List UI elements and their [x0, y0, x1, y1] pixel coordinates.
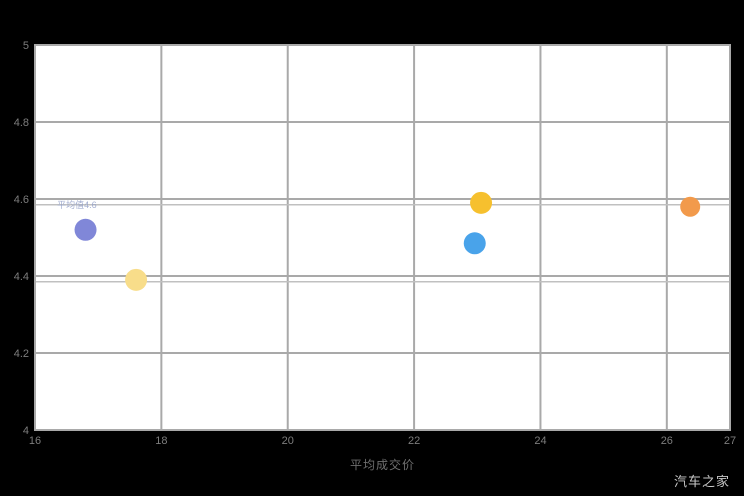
x-tick-label: 27 [724, 435, 736, 447]
y-tick-label: 5 [23, 40, 29, 52]
x-tick-label: 16 [29, 435, 41, 447]
data-bubble-series-orange[interactable] [680, 196, 701, 217]
y-tick-label: 4.6 [14, 194, 29, 206]
watermark-autohome: 汽车之家 [673, 474, 730, 489]
y-tick-label: 4 [23, 425, 29, 437]
data-bubble-series-purple[interactable] [74, 218, 97, 241]
x-tick-label: 20 [282, 435, 294, 447]
plot-border [34, 44, 731, 431]
average-line-label: 平均值4.6 [57, 199, 97, 210]
x-tick-label: 24 [534, 435, 546, 447]
data-bubble-series-blue[interactable] [463, 232, 486, 255]
x-axis-title: 平均成交价 [349, 458, 415, 472]
x-tick-label: 26 [661, 435, 673, 447]
x-tick-label: 18 [155, 435, 167, 447]
y-tick-label: 4.2 [14, 348, 29, 360]
y-tick-label: 4.4 [14, 271, 29, 283]
x-tick-label: 22 [408, 435, 420, 447]
data-bubble-series-gold[interactable] [470, 191, 493, 214]
y-tick-label: 4.8 [14, 117, 29, 129]
data-bubble-series-lightyellow[interactable] [125, 268, 148, 291]
plot-area [35, 45, 730, 430]
